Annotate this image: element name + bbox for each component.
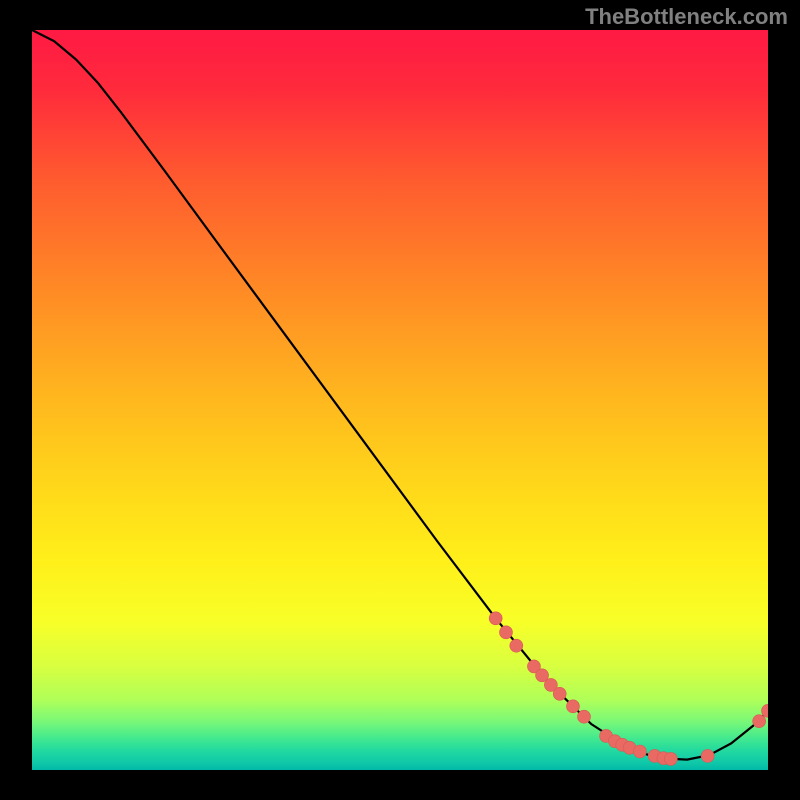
data-marker (499, 626, 512, 639)
watermark-text: TheBottleneck.com (585, 4, 788, 30)
data-marker (633, 745, 646, 758)
chart-frame: TheBottleneck.com (0, 0, 800, 800)
data-marker (664, 752, 677, 765)
data-marker (753, 715, 766, 728)
data-marker (510, 639, 523, 652)
data-marker (489, 612, 502, 625)
data-marker (578, 710, 591, 723)
data-marker (566, 700, 579, 713)
data-marker (701, 749, 714, 762)
chart-svg (32, 30, 768, 770)
data-marker (553, 687, 566, 700)
plot-area (32, 30, 768, 770)
